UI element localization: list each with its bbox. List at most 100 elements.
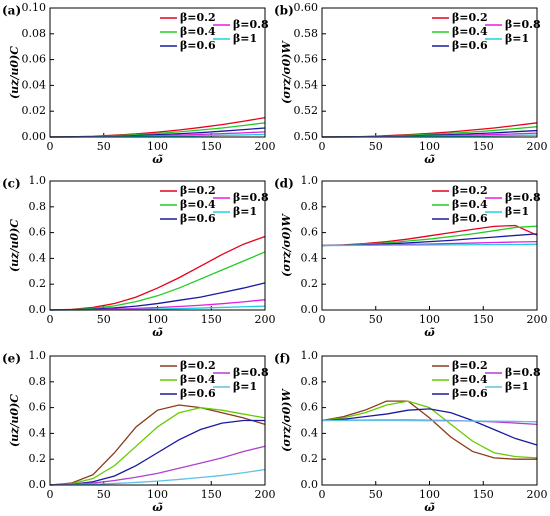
series-line: [321, 400, 537, 460]
x-tick-label: 100: [147, 313, 168, 326]
legend-label: β=0.2: [180, 184, 216, 197]
y-tick-label: 0.0: [301, 303, 319, 316]
series-line: [49, 251, 266, 311]
legend-label: β=0.6: [452, 39, 488, 52]
y-tick-label: 0.50: [294, 130, 319, 143]
legend-label: β=0.6: [180, 39, 216, 52]
series-line: [49, 404, 266, 486]
legend-label: β=0.2: [180, 359, 216, 372]
y-tick-label: 0.8: [301, 200, 319, 213]
plot-frame: [321, 180, 538, 311]
legend-label: β=0.4: [452, 373, 488, 386]
y-axis-label: (σrz/σ0)W: [280, 213, 293, 277]
y-axis-label: (σrz/σ0)W: [280, 388, 293, 452]
x-tick-label: 50: [97, 140, 111, 153]
y-axis-label: (uz/u0)C: [8, 394, 21, 447]
y-axis-label: (uz/u0)C: [8, 219, 21, 272]
x-tick-label: 50: [369, 488, 383, 501]
legend-label: β=0.8: [505, 191, 541, 204]
y-tick-label: 0.8: [29, 375, 47, 388]
legend-label: β=0.2: [452, 184, 488, 197]
x-tick-label: 200: [255, 313, 276, 326]
x-tick-label: 100: [147, 488, 168, 501]
legend-label: β=1: [505, 380, 529, 393]
plot-frame: [321, 7, 538, 138]
legend-label: β=0.8: [505, 366, 541, 379]
x-tick-label: 100: [419, 313, 440, 326]
x-tick-label: 150: [473, 313, 494, 326]
plot-frame: [49, 7, 266, 138]
legend-label: β=0.2: [452, 359, 488, 372]
legend-label: β=0.2: [452, 11, 488, 24]
legend-label: β=0.4: [180, 25, 216, 38]
x-tick-label: 200: [527, 140, 548, 153]
x-axis-label: ω̃: [152, 326, 163, 339]
x-tick-label: 0: [47, 313, 54, 326]
x-tick-label: 200: [527, 488, 548, 501]
series-line: [49, 445, 266, 486]
x-tick-label: 100: [419, 488, 440, 501]
y-tick-label: 1.0: [301, 349, 319, 362]
legend-label: β=0.8: [233, 18, 269, 31]
panel-label: (f): [274, 352, 291, 366]
series-line: [49, 468, 266, 486]
legend-label: β=0.6: [452, 387, 488, 400]
plot-frame: [49, 180, 266, 311]
y-tick-label: 1.0: [29, 349, 47, 362]
legend-label: β=1: [505, 205, 529, 218]
series-line: [322, 419, 538, 423]
x-tick-label: 200: [527, 313, 548, 326]
legend-label: β=0.6: [180, 387, 216, 400]
x-axis-label: ω̃: [424, 501, 435, 514]
x-tick-label: 150: [473, 488, 494, 501]
y-tick-label: 0.00: [22, 130, 47, 143]
legend-label: β=0.4: [180, 198, 216, 211]
x-tick-label: 150: [201, 488, 222, 501]
legend-label: β=0.2: [180, 11, 216, 24]
panel-label: (d): [274, 177, 294, 191]
legend-label: β=0.4: [180, 373, 216, 386]
x-axis-label: ω̃: [424, 153, 435, 166]
y-tick-label: 0.6: [29, 401, 47, 414]
y-tick-label: 0.2: [301, 277, 319, 290]
y-tick-label: 0.6: [301, 226, 319, 239]
panel-label: (e): [2, 352, 21, 366]
x-axis-label: ω̃: [152, 153, 163, 166]
legend-label: β=0.8: [505, 18, 541, 31]
x-tick-label: 200: [255, 140, 276, 153]
x-tick-label: 150: [473, 140, 494, 153]
panel-label: (a): [2, 4, 21, 18]
panel-label: (b): [274, 4, 294, 18]
y-tick-label: 0.2: [29, 452, 47, 465]
series-line: [49, 235, 266, 311]
y-tick-label: 0.2: [29, 277, 47, 290]
x-tick-label: 0: [47, 488, 54, 501]
x-axis-label: ω̃: [152, 501, 163, 514]
legend-label: β=0.4: [452, 25, 488, 38]
y-tick-label: 0.58: [294, 27, 319, 40]
legend-label: β=0.8: [233, 191, 269, 204]
y-axis-label: (uz/u0)C: [8, 46, 21, 99]
legend-label: β=1: [233, 205, 257, 218]
legend-label: β=1: [233, 380, 257, 393]
y-tick-label: 0.0: [301, 478, 319, 491]
x-tick-label: 50: [97, 488, 111, 501]
y-tick-label: 0.0: [29, 303, 47, 316]
legend-label: β=0.6: [452, 212, 488, 225]
series-line: [322, 243, 538, 247]
x-tick-label: 50: [97, 313, 111, 326]
plot-frame: [49, 355, 266, 486]
y-tick-label: 0.0: [29, 478, 47, 491]
y-tick-label: 0.54: [294, 78, 319, 91]
y-tick-label: 0.52: [294, 104, 319, 117]
x-tick-label: 0: [319, 313, 326, 326]
x-tick-label: 0: [319, 488, 326, 501]
legend-label: β=1: [505, 32, 529, 45]
y-tick-label: 0.6: [29, 226, 47, 239]
y-tick-label: 0.4: [29, 426, 47, 439]
y-tick-label: 0.8: [29, 200, 47, 213]
x-tick-label: 200: [255, 488, 276, 501]
series-line: [49, 419, 265, 486]
panel-label: (c): [2, 177, 21, 191]
y-tick-label: 0.6: [301, 401, 319, 414]
